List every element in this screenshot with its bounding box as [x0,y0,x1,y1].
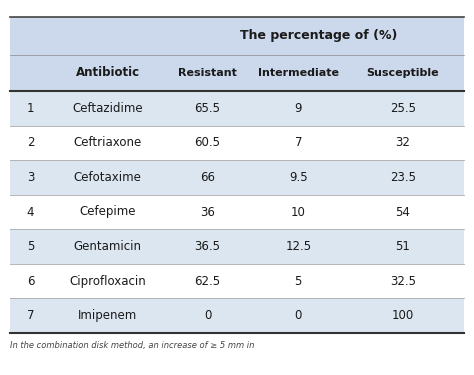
Text: 2: 2 [27,136,34,149]
Text: 25.5: 25.5 [390,102,416,115]
Text: Cefepime: Cefepime [79,206,136,219]
Text: 36.5: 36.5 [194,240,220,253]
Text: Ceftriaxone: Ceftriaxone [73,136,142,149]
Text: Gentamicin: Gentamicin [73,240,142,253]
Text: Ciprofloxacin: Ciprofloxacin [69,274,146,288]
Text: 0: 0 [295,309,302,322]
Text: 5: 5 [27,240,34,253]
Text: 6: 6 [27,274,34,288]
Text: Intermediate: Intermediate [258,68,339,78]
Bar [10,91,464,126]
Bar [10,17,464,55]
Bar [10,298,464,333]
Text: 65.5: 65.5 [194,102,220,115]
Text: Ceftazidime: Ceftazidime [73,102,143,115]
Text: 32.5: 32.5 [390,274,416,288]
Text: 9.5: 9.5 [289,171,308,184]
Bar [10,55,464,91]
Text: 0: 0 [204,309,211,322]
Text: Imipenem: Imipenem [78,309,137,322]
Text: Resistant: Resistant [178,68,237,78]
Text: Antibiotic: Antibiotic [75,66,140,80]
Text: 10: 10 [291,206,306,219]
Text: 9: 9 [294,102,302,115]
Text: 54: 54 [395,206,410,219]
Text: 36: 36 [200,206,215,219]
Text: 62.5: 62.5 [194,274,220,288]
Bar [10,195,464,229]
Text: 5: 5 [295,274,302,288]
Text: Cefotaxime: Cefotaxime [73,171,142,184]
Text: The percentage of (%): The percentage of (%) [240,30,397,42]
Text: 60.5: 60.5 [194,136,220,149]
Text: 51: 51 [395,240,410,253]
Text: 32: 32 [395,136,410,149]
Text: 12.5: 12.5 [285,240,311,253]
Text: 66: 66 [200,171,215,184]
Text: In the combination disk method, an increase of ≥ 5 mm in: In the combination disk method, an incre… [10,341,255,350]
Bar [10,264,464,298]
Text: 7: 7 [294,136,302,149]
Bar [10,126,464,160]
Text: 23.5: 23.5 [390,171,416,184]
Text: 7: 7 [27,309,34,322]
Bar [10,229,464,264]
Bar [10,160,464,195]
Text: 4: 4 [27,206,34,219]
Text: 1: 1 [27,102,34,115]
Text: 100: 100 [392,309,414,322]
Text: 3: 3 [27,171,34,184]
Text: Susceptible: Susceptible [366,68,439,78]
